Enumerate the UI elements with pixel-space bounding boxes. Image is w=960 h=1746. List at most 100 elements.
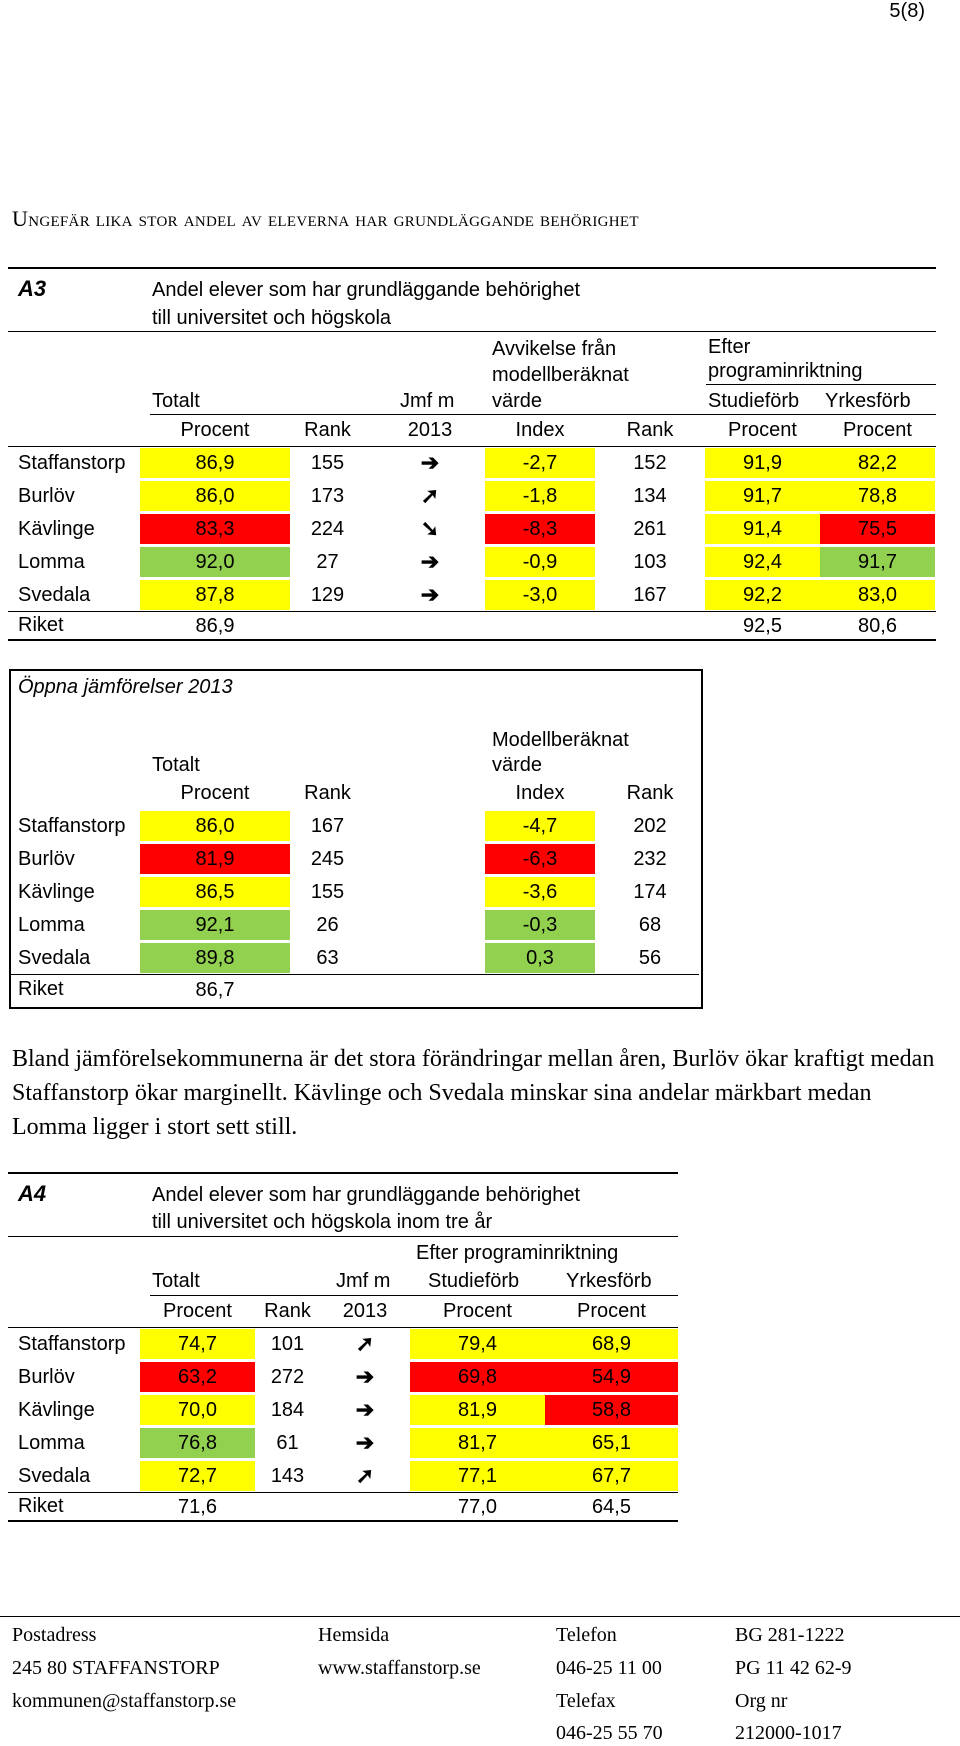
footer-email[interactable]: kommunen@staffanstorp.se [12, 1690, 237, 1712]
row-name: Svedala [18, 947, 91, 969]
a3-sub-procent3: Procent [843, 419, 912, 441]
footer-hemsida-label: Hemsida [318, 1624, 390, 1646]
row-name: Kävlinge [18, 881, 95, 903]
procent-cell: 76,8 [140, 1428, 255, 1458]
yrkes-cell: 78,8 [820, 481, 935, 511]
yrkes-cell: 83,0 [820, 580, 935, 610]
rank-cell: 63 [316, 947, 339, 969]
a4-header-rule [150, 1295, 678, 1296]
studie-cell: 81,9 [410, 1395, 545, 1425]
footer-bg: BG 281-1222 [735, 1624, 845, 1646]
rank-cell: 101 [270, 1333, 305, 1355]
footer-hemsida[interactable]: www.staffanstorp.se [318, 1657, 481, 1679]
yrkes-cell: 82,2 [820, 448, 935, 478]
oppna-title: Öppna jämförelser 2013 [18, 676, 233, 698]
oppna-sub-procent: Procent [180, 782, 250, 804]
a4-bottom-rule [8, 1520, 678, 1522]
a3-hdr-jmf: Jmf m [400, 390, 455, 412]
arrow-down-right-icon: ➘ [420, 516, 440, 541]
rank2-cell: 103 [633, 551, 667, 573]
a3-hdr-yrkesforb: Yrkesförb [825, 390, 911, 412]
index-cell: -3,6 [485, 877, 595, 907]
procent-cell: 74,7 [140, 1329, 255, 1359]
a4-riket-rule [8, 1492, 678, 1493]
a3-sub-2013: 2013 [407, 419, 453, 441]
a4-hdr-jmf: Jmf m [336, 1270, 391, 1292]
a3-bottom-rule [8, 639, 936, 641]
index-cell: 0,3 [485, 943, 595, 973]
rank2-cell: 174 [633, 881, 667, 903]
rank-cell: 26 [316, 914, 339, 936]
rank2-cell: 167 [633, 584, 667, 606]
arrow-up-right-icon: ➚ [420, 483, 440, 508]
footer-postadress: 245 80 STAFFANSTORP [12, 1657, 220, 1679]
oppna-box [9, 669, 703, 1009]
arrow-right-icon: ➔ [420, 582, 440, 607]
row-name: Burlöv [18, 1366, 75, 1388]
row-name: Kävlinge [18, 518, 95, 540]
a3-sub-rank: Rank [304, 419, 351, 441]
row-name: Burlöv [18, 848, 75, 870]
footer-pg: PG 11 42 62-9 [735, 1657, 852, 1679]
rank2-cell: 134 [633, 485, 667, 507]
studie-cell: 91,7 [705, 481, 820, 511]
index-cell: -2,7 [485, 448, 595, 478]
a3-hdr-avvikelse-1: Avvikelse från [492, 338, 617, 360]
oppna-sub-rank: Rank [304, 782, 351, 804]
yrkes-cell: 54,9 [545, 1362, 678, 1392]
a4-hdr-yrkesforb: Yrkesförb [566, 1270, 652, 1292]
studie-cell: 77,0 [458, 1496, 497, 1518]
a3-sub-procent: Procent [180, 419, 250, 441]
a4-top-rule [8, 1172, 678, 1174]
oppna-hdr-modell-1: Modellberäknat [492, 729, 629, 751]
a3-hdr-efter-2: programinriktning [708, 360, 863, 382]
footer-telefon-label: Telefon [556, 1624, 617, 1646]
row-name: Lomma [18, 1432, 85, 1454]
rank-cell: 143 [270, 1465, 305, 1487]
a3-title-line2: till universitet och högskola [152, 307, 392, 329]
arrow-up-right-icon: ➚ [355, 1463, 375, 1488]
studie-cell: 91,4 [705, 514, 820, 544]
procent-cell: 63,2 [140, 1362, 255, 1392]
studie-cell: 77,1 [410, 1461, 545, 1491]
procent-cell: 92,0 [140, 547, 290, 577]
row-name: Riket [18, 1495, 64, 1517]
oppna-sub-index: Index [515, 782, 565, 804]
procent-cell: 86,9 [140, 448, 290, 478]
a3-sub-index: Index [515, 419, 565, 441]
a3-sub-procent2: Procent [728, 419, 797, 441]
footer-telefax: 046-25 55 70 [556, 1722, 663, 1744]
a3-sub-rank2: Rank [626, 419, 674, 441]
rank-cell: 224 [310, 518, 345, 540]
rank2-cell: 261 [633, 518, 667, 540]
studie-cell: 81,7 [410, 1428, 545, 1458]
a3-title-line1: Andel elever som har grundläggande behör… [152, 279, 581, 301]
procent-cell: 70,0 [140, 1395, 255, 1425]
rank-cell: 167 [310, 815, 345, 837]
section-heading: Ungefär lika stor andel av eleverna har … [12, 206, 639, 231]
a4-hdr-studieforb: Studieförb [428, 1270, 520, 1292]
a4-title-rule [8, 1236, 678, 1237]
procent-cell: 86,0 [140, 481, 290, 511]
a3-hdr-efter-1: Efter [708, 336, 751, 358]
a4-sub-procent: Procent [163, 1300, 232, 1322]
studie-cell: 69,8 [410, 1362, 545, 1392]
a3-label: A3 [18, 276, 47, 301]
page-number: 5(8) [889, 0, 925, 22]
row-name: Staffanstorp [18, 1333, 126, 1355]
a4-sub-2013: 2013 [342, 1300, 388, 1322]
a3-header-rule [150, 414, 936, 415]
footer-telefon: 046-25 11 00 [556, 1657, 662, 1679]
a3-hdr-avvikelse-2: modellberäknat [492, 364, 629, 386]
procent-cell: 86,9 [195, 615, 235, 637]
index-cell: -4,7 [485, 811, 595, 841]
rank2-cell: 202 [633, 815, 667, 837]
rank2-cell: 56 [638, 947, 662, 969]
yrkes-cell: 58,8 [545, 1395, 678, 1425]
a3-top-rule [8, 267, 936, 269]
row-name: Riket [18, 614, 64, 636]
a4-sub-procent2: Procent [443, 1300, 512, 1322]
rank-cell: 155 [310, 881, 345, 903]
studie-cell: 92,2 [705, 580, 820, 610]
a4-label: A4 [18, 1181, 47, 1206]
